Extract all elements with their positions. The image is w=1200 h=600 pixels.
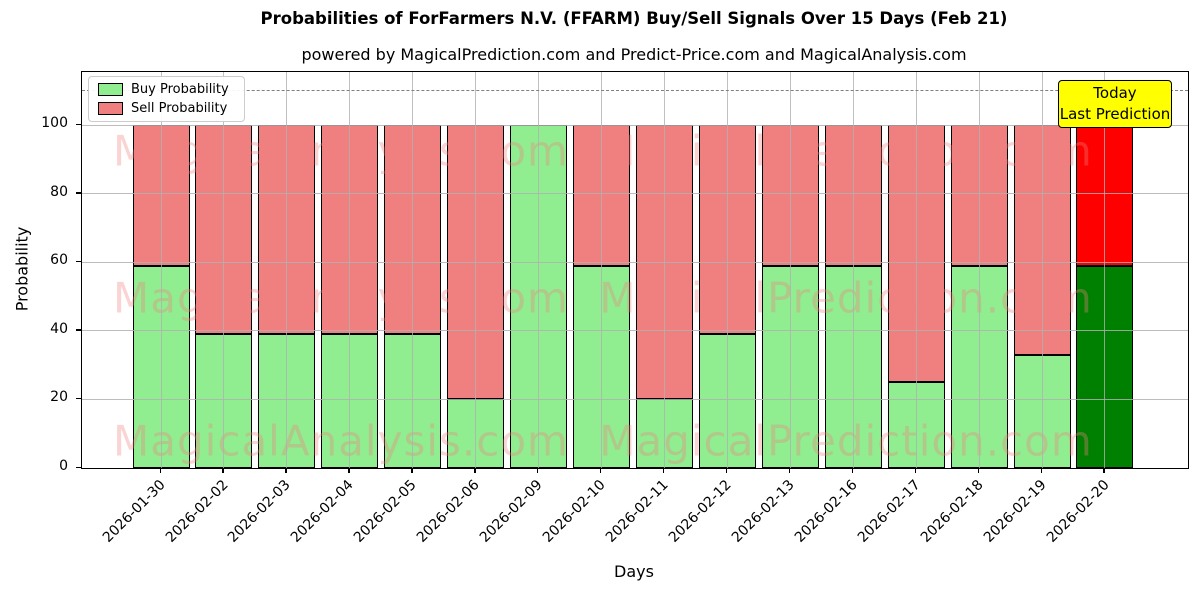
gridline-horizontal (82, 330, 1188, 332)
gridline-vertical (475, 72, 477, 468)
x-tick-label: 2026-02-18 (917, 477, 987, 546)
chart-subtitle: powered by MagicalPrediction.com and Pre… (301, 45, 967, 64)
x-tick-mark (474, 468, 476, 474)
x-tick-label: 2026-02-16 (791, 477, 861, 546)
legend-item-buy: Buy Probability (98, 82, 244, 97)
x-tick-label: 2026-02-03 (225, 477, 295, 546)
watermark-prediction: MagicalPrediction.com (599, 273, 1093, 323)
x-tick-mark (411, 468, 413, 474)
gridline-vertical (789, 72, 791, 468)
x-tick-mark (662, 468, 665, 474)
y-tick-mark (76, 192, 81, 194)
x-tick-label: 2026-02-20 (1043, 477, 1113, 546)
gridline-horizontal (82, 124, 1188, 126)
gridline-vertical (852, 72, 854, 468)
x-tick-mark (348, 468, 350, 474)
gridline-vertical (1104, 72, 1106, 468)
x-tick-mark (851, 468, 854, 474)
x-tick-label: 2026-02-13 (728, 477, 798, 546)
y-tick-mark (76, 397, 81, 400)
x-tick-mark (537, 468, 539, 474)
x-tick-label: 2026-01-30 (99, 477, 169, 546)
x-tick-label: 2026-02-06 (414, 477, 483, 546)
gridline-vertical (915, 72, 917, 468)
watermark-analysis: MagicalAnalysis.com (113, 273, 569, 323)
gridline-horizontal (82, 261, 1188, 263)
x-tick-label: 2026-02-10 (539, 477, 609, 546)
y-tick-label: 20 (50, 389, 68, 406)
legend: Buy Probability Sell Probability (88, 76, 245, 122)
x-tick-mark (1103, 468, 1105, 474)
x-tick-mark (914, 468, 917, 474)
gridline-vertical (726, 72, 728, 468)
x-tick-mark (977, 468, 979, 474)
gridline-vertical (286, 72, 288, 468)
y-tick-mark (76, 123, 81, 126)
watermark-analysis: MagicalAnalysis.com (113, 416, 569, 466)
x-tick-label: 2026-02-12 (665, 477, 735, 546)
x-tick-label: 2026-02-17 (854, 477, 924, 546)
x-tick-mark (285, 468, 287, 474)
watermark-prediction: MagicalPrediction.com (599, 416, 1093, 466)
today-annotation-line1: Today (1093, 84, 1137, 102)
y-tick-label: 80 (50, 183, 68, 200)
x-tick-mark (788, 468, 791, 474)
today-annotation-line2: Last Prediction (1059, 105, 1171, 123)
x-tick-label: 2026-02-11 (602, 477, 672, 546)
gridline-vertical (160, 72, 162, 468)
buy-probability-swatch (98, 83, 123, 96)
sell-probability-swatch (98, 102, 123, 115)
gridline-horizontal (82, 193, 1188, 195)
gridline-vertical (349, 72, 351, 468)
legend-label-buy: Buy Probability (131, 82, 229, 97)
y-tick-label: 60 (50, 252, 68, 269)
gridline-vertical (1041, 72, 1043, 468)
y-tick-label: 100 (41, 115, 68, 132)
y-tick-mark (76, 466, 81, 468)
x-tick-mark (1040, 468, 1042, 474)
gridline-vertical (601, 72, 602, 468)
gridline-vertical (412, 72, 414, 468)
legend-label-sell: Sell Probability (131, 101, 228, 116)
plot-area: MagicalAnalysis.com MagicalPrediction.com… (81, 71, 1189, 469)
y-tick-mark (76, 329, 81, 331)
x-tick-label: 2026-02-09 (477, 477, 546, 546)
threshold-dashed-line (82, 89, 1188, 91)
gridline-vertical (223, 72, 225, 468)
watermark-analysis: MagicalAnalysis.com (113, 126, 569, 176)
x-tick-mark (159, 468, 161, 474)
gridline-vertical (538, 72, 540, 468)
x-tick-label: 2026-02-02 (162, 477, 232, 546)
x-tick-mark (600, 468, 602, 474)
x-tick-label: 2026-02-19 (980, 477, 1050, 546)
x-tick-mark (222, 468, 224, 474)
gridline-horizontal (82, 398, 1188, 400)
gridline-vertical (663, 72, 665, 468)
x-axis-label: Days (614, 562, 654, 581)
y-tick-label: 40 (50, 320, 68, 337)
gridline-vertical (978, 72, 980, 468)
x-tick-label: 2026-02-05 (351, 477, 421, 546)
legend-item-sell: Sell Probability (98, 101, 244, 116)
watermark-prediction: MagicalPrediction.com (599, 126, 1093, 176)
y-tick-label: 0 (59, 458, 68, 474)
x-tick-label: 2026-02-04 (288, 477, 358, 546)
y-tick-mark (76, 260, 81, 263)
chart-title: Probabilities of ForFarmers N.V. (FFARM)… (260, 9, 1008, 28)
y-axis-label: Probability (12, 226, 32, 312)
today-annotation-box: Today Last Prediction (1058, 80, 1172, 128)
x-tick-mark (725, 468, 728, 474)
